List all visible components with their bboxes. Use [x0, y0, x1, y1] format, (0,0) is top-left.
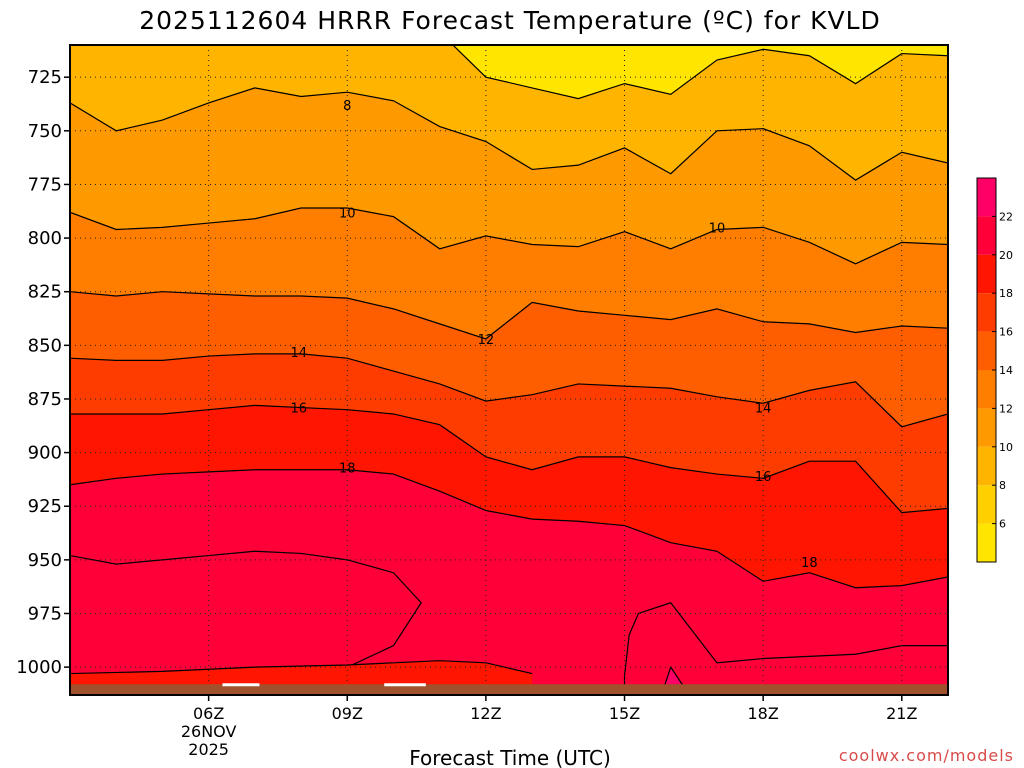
x-tick-label: 15Z	[609, 704, 640, 723]
y-axis: 725 750 775 800 825 850 875 900 925 950 975 1000	[16, 67, 70, 678]
colorbar-label: 18	[999, 287, 1013, 300]
contour-label: 14	[755, 402, 772, 417]
grid	[70, 45, 948, 695]
plot-frame	[69, 44, 949, 696]
y-tick-label: 725	[28, 67, 62, 88]
y-tick-label: 775	[28, 174, 62, 195]
colorbar-swatch	[977, 216, 996, 255]
y-tick-label: 950	[28, 550, 62, 571]
y-tick-label: 750	[28, 121, 62, 142]
y-tick-label: 975	[28, 603, 62, 624]
y-tick-label: 925	[28, 496, 62, 517]
colorbar-swatch	[977, 370, 996, 409]
contour-label: 12	[478, 333, 495, 348]
colorbar-label: 6	[999, 518, 1006, 531]
ground-marker	[222, 683, 260, 687]
isotherm-10	[70, 207, 948, 265]
x-tick-label: 18Z	[747, 704, 778, 723]
contour-label: 10	[709, 221, 726, 236]
colorbar-label: 16	[999, 326, 1013, 339]
contour-label: 18	[339, 462, 356, 477]
colorbar-label: 10	[999, 441, 1013, 454]
colorbar-label: 20	[999, 249, 1013, 262]
ground	[70, 683, 948, 695]
colorbar: 6 8 10 12 14 16 18 20 22	[976, 177, 1013, 563]
isotherm-14	[70, 353, 948, 428]
colorbar-swatch	[977, 178, 996, 217]
x-tick-label: 09Z	[332, 704, 363, 723]
isotherm-labels: 8 10 10 12 14 14 16 16 18 18	[290, 99, 818, 571]
contour-label: 8	[343, 99, 351, 114]
contour-label: 10	[339, 206, 356, 221]
contour-label: 18	[801, 556, 818, 571]
colorbar-swatch	[977, 254, 996, 294]
x-tick-label: 06Z	[193, 704, 224, 723]
warm-pocket-20-1	[70, 550, 422, 675]
colorbar-swatch	[977, 485, 996, 524]
x-axis-label: Forecast Time (UTC)	[409, 746, 611, 768]
x-tick-label: 12Z	[470, 704, 501, 723]
isotherm-8	[70, 87, 948, 181]
colorbar-swatch	[977, 523, 996, 562]
warm-pocket-20-2	[623, 602, 948, 695]
x-tick-label: 21Z	[886, 704, 917, 723]
isotherm-6	[452, 45, 948, 100]
y-tick-label: 850	[28, 335, 62, 356]
y-tick-label: 900	[28, 443, 62, 464]
contour-label: 14	[290, 346, 307, 361]
ground-strip	[70, 684, 948, 695]
x-tick-label: 26NOV	[181, 722, 237, 741]
colorbar-label: 8	[999, 479, 1006, 492]
colorbar-label: 22	[999, 210, 1013, 223]
contour-label: 16	[290, 402, 307, 417]
surface-isotherm-line	[70, 660, 533, 675]
y-tick-label: 875	[28, 389, 62, 410]
temp-band-above-8	[70, 45, 948, 181]
isotherm-lines	[70, 45, 948, 675]
colorbar-swatch	[977, 408, 996, 447]
colorbar-label: 14	[999, 364, 1013, 377]
temperature-fill	[70, 45, 948, 695]
isotherm-16	[70, 404, 948, 514]
credit-text: coolwx.com/models	[839, 746, 1014, 765]
colorbar-swatch	[977, 293, 996, 332]
plot-area	[70, 45, 948, 695]
contour-label: 16	[755, 470, 772, 485]
colorbar-swatch	[977, 446, 996, 486]
ground-marker	[384, 683, 426, 687]
y-tick-label: 800	[28, 228, 62, 249]
colorbar-label: 12	[999, 402, 1013, 415]
y-tick-label: 1000	[16, 657, 62, 678]
colorbar-swatch	[977, 331, 996, 370]
isotherm-12	[70, 291, 948, 340]
temp-band-below-6	[70, 45, 948, 99]
x-tick-label: 2025	[188, 740, 229, 759]
chart-title: 2025112604 HRRR Forecast Temperature (ºC…	[139, 6, 881, 35]
y-tick-label: 825	[28, 282, 62, 303]
isotherm-18	[70, 469, 948, 589]
